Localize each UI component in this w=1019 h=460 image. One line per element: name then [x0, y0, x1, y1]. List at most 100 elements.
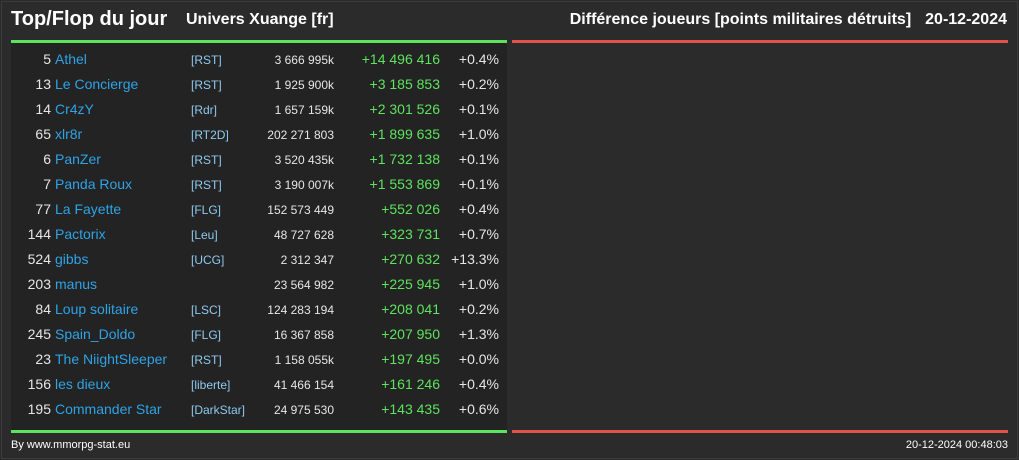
metric-header: Différence joueurs [points militaires dé… [570, 11, 1007, 29]
player-name-link[interactable]: gibbs [55, 251, 89, 267]
table-row: 14 Cr4zY [Rdr] 1 657 159k +2 301 526 +0.1% [11, 97, 507, 122]
points-delta: +225 945 [381, 276, 440, 292]
player-rank: 84 [35, 301, 51, 317]
alliance-tag-link[interactable]: [Leu] [191, 228, 218, 242]
points-delta: +2 301 526 [369, 101, 440, 117]
player-points: 3 190 007k [274, 178, 334, 192]
player-name-link[interactable]: Panda Roux [55, 176, 133, 192]
alliance-tag-link[interactable]: [liberte] [191, 378, 231, 392]
bottom-divider-red [512, 430, 1008, 433]
player-rank: 65 [35, 126, 51, 142]
player-points: 41 466 154 [273, 378, 334, 392]
points-delta: +143 435 [381, 401, 440, 417]
alliance-tag-link[interactable]: [DarkStar] [191, 403, 246, 417]
player-name-link[interactable]: La Fayette [55, 201, 122, 217]
top-divider-green [11, 40, 507, 43]
alliance-tag-link[interactable]: [RST] [191, 353, 222, 367]
alliance-tag-link[interactable]: [RST] [191, 153, 222, 167]
player-rank: 245 [27, 326, 51, 342]
points-delta: +1 553 869 [369, 176, 440, 192]
percent-change: +0.0% [458, 351, 499, 367]
table-row: 23 The NiightSleeper [RST] 1 158 055k +197 4… [11, 347, 507, 372]
percent-change: +1.0% [458, 276, 499, 292]
table-row: 5 Athel [RST] 3 666 995k +14 496 416 +0.4% [11, 47, 507, 72]
player-name-link[interactable]: Cr4zY [55, 101, 94, 117]
bottom-divider-green [11, 430, 507, 433]
percent-change: +0.2% [458, 76, 499, 92]
table-row: 13 Le Concierge [RST] 1 925 900k +3 185 853 +… [11, 72, 507, 97]
player-points: 16 367 858 [273, 328, 334, 342]
player-name-link[interactable]: les dieux [55, 376, 111, 392]
points-delta: +3 185 853 [369, 76, 440, 92]
points-delta: +208 041 [381, 301, 440, 317]
player-points: 202 271 803 [267, 128, 334, 142]
points-delta: +207 950 [381, 326, 440, 342]
alliance-tag-link[interactable]: [Rdr] [191, 103, 218, 117]
player-points: 23 564 982 [273, 278, 334, 292]
player-name-link[interactable]: xlr8r [55, 126, 83, 142]
player-name-link[interactable]: The NiightSleeper [55, 351, 168, 367]
percent-change: +0.6% [458, 401, 499, 417]
player-name-link[interactable]: manus [55, 276, 98, 292]
player-points: 1 657 159k [274, 103, 334, 117]
player-name-link[interactable]: Loup solitaire [55, 301, 139, 317]
player-name-link[interactable]: Spain_Doldo [55, 326, 136, 342]
player-name-link[interactable]: Commander Star [55, 401, 162, 417]
player-rank: 13 [35, 76, 51, 92]
player-rank: 524 [27, 251, 51, 267]
top-divider-red [512, 40, 1008, 43]
player-points: 48 727 628 [273, 228, 334, 242]
table-row: 245 Spain_Doldo [FLG] 16 367 858 +207 950 +1.… [11, 322, 507, 347]
points-delta: +1 732 138 [369, 151, 440, 167]
player-points: 152 573 449 [267, 203, 334, 217]
top-players-panel: 5 Athel [RST] 3 666 995k +14 496 416 +0.4% 13 L… [11, 43, 507, 430]
alliance-tag-link[interactable]: [RT2D] [191, 128, 229, 142]
table-row: 156 les dieux [liberte] 41 466 154 +161 246 +… [11, 372, 507, 397]
table-row: 144 Pactorix [Leu] 48 727 628 +323 731 +0.7% [11, 222, 507, 247]
player-name-link[interactable]: Le Concierge [55, 76, 139, 92]
alliance-tag-link[interactable]: [LSC] [191, 303, 222, 317]
percent-change: +0.4% [458, 201, 499, 217]
player-name-link[interactable]: Athel [55, 51, 87, 67]
percent-change: +1.0% [458, 126, 499, 142]
alliance-tag-link[interactable]: [RST] [191, 53, 222, 67]
player-points: 1 925 900k [274, 78, 334, 92]
player-name-link[interactable]: PanZer [55, 151, 101, 167]
player-rank: 14 [35, 101, 51, 117]
alliance-tag-link[interactable]: [FLG] [191, 203, 222, 217]
percent-change: +0.2% [458, 301, 499, 317]
player-points: 2 312 347 [280, 253, 334, 267]
player-points: 124 283 194 [267, 303, 334, 317]
points-delta: +161 246 [381, 376, 440, 392]
points-delta: +197 495 [381, 351, 440, 367]
player-rank: 23 [35, 351, 51, 367]
alliance-tag-link[interactable]: [RST] [191, 78, 222, 92]
table-row: 6 PanZer [RST] 3 520 435k +1 732 138 +0.1% [11, 147, 507, 172]
points-delta: +270 632 [381, 251, 440, 267]
player-points: 1 158 055k [274, 353, 334, 367]
points-delta: +1 899 635 [369, 126, 440, 142]
player-rank: 144 [27, 226, 51, 242]
alliance-tag-link[interactable]: [UCG] [191, 253, 225, 267]
alliance-tag-link[interactable]: [FLG] [191, 328, 222, 342]
header: Top/Flop du jour Univers Xuange [fr] Dif… [0, 0, 1019, 40]
player-rank: 5 [43, 51, 51, 67]
universe-label: Univers Xuange [fr] [186, 11, 334, 28]
points-delta: +14 496 416 [361, 51, 440, 67]
player-points: 24 975 530 [273, 403, 334, 417]
metric-label: Différence joueurs [points militaires dé… [569, 11, 912, 28]
percent-change: +0.1% [458, 176, 499, 192]
table-row: 77 La Fayette [FLG] 152 573 449 +552 026 +0.4… [11, 197, 507, 222]
percent-change: +0.4% [458, 51, 499, 67]
player-rank: 195 [27, 401, 51, 417]
alliance-tag-link[interactable]: [RST] [191, 178, 222, 192]
player-rank: 6 [43, 151, 51, 167]
header-date: 20-12-2024 [925, 11, 1007, 28]
player-points: 3 666 995k [274, 53, 334, 67]
top-players-list: 5 Athel [RST] 3 666 995k +14 496 416 +0.4% 13 L… [11, 47, 507, 422]
table-row: 7 Panda Roux [RST] 3 190 007k +1 553 869 +0.1… [11, 172, 507, 197]
percent-change: +0.7% [458, 226, 499, 242]
player-name-link[interactable]: Pactorix [55, 226, 106, 242]
table-row: 195 Commander Star [DarkStar] 24 975 530 +14… [11, 397, 507, 422]
percent-change: +0.4% [458, 376, 499, 392]
